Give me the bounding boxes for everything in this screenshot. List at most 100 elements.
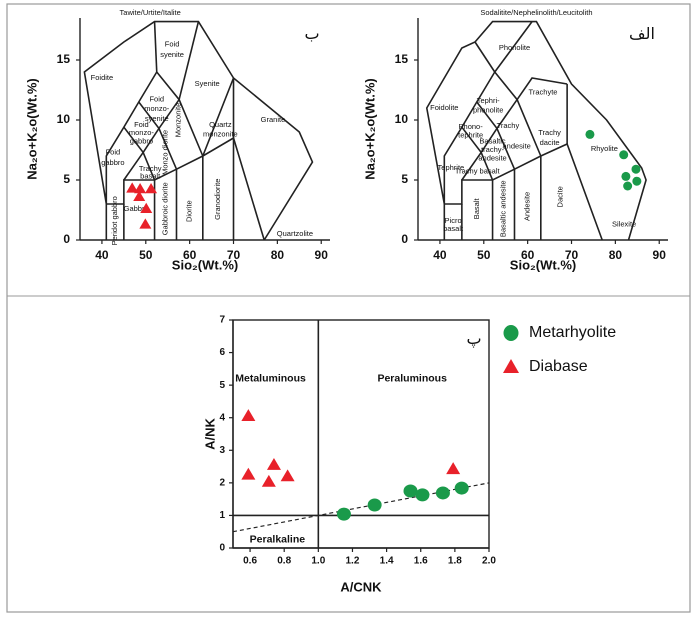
x-tick-label: 70 bbox=[565, 248, 579, 262]
x-tick-label: 70 bbox=[227, 248, 241, 262]
y-axis-label: Na₂o+K₂o(Wt.%) bbox=[24, 78, 39, 179]
y-tick-label: 3 bbox=[219, 445, 225, 456]
field-label: Peraluminous bbox=[377, 372, 447, 384]
field-label: gabbro bbox=[101, 158, 124, 167]
field-boundary bbox=[83, 20, 314, 241]
panel-label: الف bbox=[629, 26, 655, 43]
field-label: Quartzolite bbox=[277, 229, 313, 238]
field-label: Basalt bbox=[472, 197, 481, 219]
triangle-marker bbox=[134, 183, 147, 194]
field-label: tephrite bbox=[458, 131, 483, 140]
field-label: Trachy bbox=[139, 164, 162, 173]
triangle-marker bbox=[241, 467, 256, 480]
field-label: basalt bbox=[443, 224, 464, 233]
field-label: Sodalitite/Nephelinolith/Leucitolith bbox=[480, 8, 592, 17]
circle-marker bbox=[367, 498, 382, 512]
x-tick-label: 50 bbox=[139, 248, 153, 262]
field-label: andesite bbox=[478, 153, 506, 162]
y-tick-label: 4 bbox=[219, 412, 225, 423]
triangle-marker bbox=[139, 218, 152, 229]
x-axis-label: Sio₂(Wt.%) bbox=[510, 257, 576, 272]
field-label: Foidolite bbox=[430, 103, 458, 112]
field-label: Foid bbox=[134, 120, 149, 129]
field-label: gabbro bbox=[130, 137, 153, 146]
field-label: Foidite bbox=[91, 73, 114, 82]
panel-label: پ bbox=[466, 331, 481, 349]
circle-marker bbox=[585, 129, 595, 139]
plot-frame bbox=[232, 319, 490, 549]
field-label: Phonolite bbox=[499, 43, 530, 52]
x-axis-label: A/CNK bbox=[340, 579, 382, 594]
field-label: Phono- bbox=[459, 122, 484, 131]
field-label: basalt bbox=[140, 171, 161, 180]
x-tick-label: 60 bbox=[183, 248, 197, 262]
field-label: Tephrite bbox=[438, 163, 465, 172]
x-tick-label: 80 bbox=[609, 248, 623, 262]
field-label: Gabbro bbox=[124, 204, 149, 213]
circle-marker bbox=[619, 150, 629, 160]
circle-marker bbox=[403, 484, 418, 498]
field-label: Tephri- bbox=[477, 96, 500, 105]
field-label: Granodiorite bbox=[213, 179, 222, 220]
field-boundary bbox=[138, 101, 178, 170]
circle-marker bbox=[454, 481, 469, 495]
y-tick-label: 1 bbox=[219, 510, 225, 521]
field-label: Gabbroic diorite bbox=[161, 182, 170, 235]
field-boundary bbox=[123, 99, 180, 181]
circle-marker bbox=[631, 164, 641, 174]
field-label: trachy- bbox=[481, 145, 504, 154]
y-tick-label: 5 bbox=[401, 172, 408, 186]
y-tick-label: 6 bbox=[219, 347, 225, 358]
field-label: Basaltic bbox=[479, 137, 506, 146]
x-tick-label: 1.2 bbox=[346, 556, 360, 567]
x-tick-label: 1.8 bbox=[448, 556, 462, 567]
field-label: Diorite bbox=[185, 200, 194, 222]
triangle-marker bbox=[241, 409, 256, 421]
field-label: Monzo diorite bbox=[161, 130, 170, 175]
y-tick-label: 5 bbox=[63, 172, 70, 186]
legend-marker bbox=[503, 325, 519, 341]
field-boundary bbox=[178, 21, 200, 100]
x-tick-label: 60 bbox=[521, 248, 535, 262]
field-label: Syenite bbox=[195, 79, 220, 88]
legend-marker bbox=[503, 359, 519, 373]
field-label: andesite bbox=[503, 141, 531, 150]
x-tick-label: 40 bbox=[95, 248, 109, 262]
field-boundary bbox=[444, 142, 603, 241]
triangle-marker bbox=[261, 474, 276, 487]
x-tick-label: 0.6 bbox=[243, 556, 257, 567]
field-label: Andesite bbox=[523, 192, 532, 221]
y-tick-label: 7 bbox=[219, 315, 225, 326]
field-label: Trachy bbox=[497, 121, 520, 130]
legend-label: Diabase bbox=[529, 358, 588, 375]
triangle-marker bbox=[133, 190, 146, 201]
circle-marker bbox=[621, 171, 631, 181]
field-label: Quartz bbox=[209, 120, 232, 129]
field-label: Rhyolite bbox=[591, 144, 618, 153]
field-label: Trachy bbox=[538, 128, 561, 137]
field-label: Dacite bbox=[556, 186, 565, 207]
field-boundary bbox=[474, 41, 496, 73]
circle-marker bbox=[632, 176, 642, 186]
field-label: Metaluminous bbox=[235, 372, 306, 384]
triangle-marker bbox=[145, 183, 158, 194]
y-axis-label: A/NK bbox=[202, 418, 217, 450]
field-boundary bbox=[516, 77, 568, 101]
x-tick-label: 1.0 bbox=[311, 556, 325, 567]
y-tick-label: 10 bbox=[395, 112, 409, 126]
y-tick-label: 0 bbox=[401, 232, 408, 246]
y-axis-label: Na₂o+K₂o(Wt.%) bbox=[362, 78, 377, 179]
triangle-marker bbox=[446, 462, 461, 475]
triangle-marker bbox=[140, 202, 153, 213]
field-label: phonolite bbox=[473, 105, 503, 114]
y-tick-label: 15 bbox=[57, 52, 71, 66]
y-tick-label: 0 bbox=[63, 232, 70, 246]
triangle-marker bbox=[266, 457, 281, 470]
field-label: monzo- bbox=[144, 104, 170, 113]
field-label: Picro bbox=[445, 216, 462, 225]
y-tick-label: 10 bbox=[57, 112, 71, 126]
reference-line bbox=[232, 482, 490, 533]
x-tick-label: 1.6 bbox=[414, 556, 428, 567]
field-label: Monzonite bbox=[174, 103, 183, 138]
